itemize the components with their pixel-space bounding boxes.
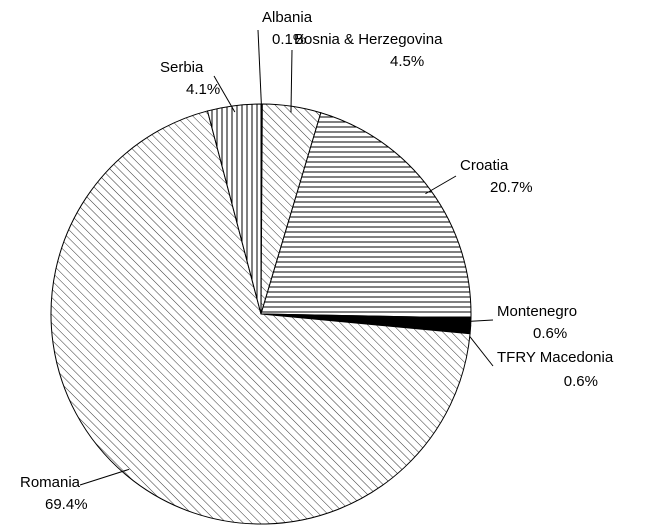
slice-label: Croatia xyxy=(460,157,509,174)
slice-value: 69.4% xyxy=(45,496,88,513)
slice-value: 4.1% xyxy=(186,81,220,98)
pie-slice xyxy=(206,103,262,315)
leader-line xyxy=(257,29,263,111)
slice-label: Albania xyxy=(262,9,313,26)
slice-label: Serbia xyxy=(160,59,204,76)
slice-label: Bosnia & Herzegovina xyxy=(294,31,443,48)
slice-label: TFRY Macedonia xyxy=(497,349,614,366)
leader-line xyxy=(425,175,457,195)
slice-value: 0.6% xyxy=(564,373,598,390)
leader-line xyxy=(79,468,130,486)
leader-line xyxy=(464,319,494,323)
pie-slice xyxy=(50,110,471,525)
slice-value: 4.5% xyxy=(390,53,424,70)
leader-line xyxy=(213,75,236,113)
slice-value: 0.1% xyxy=(272,31,306,48)
pie-slice xyxy=(260,112,472,319)
slice-label: Romania xyxy=(20,474,81,491)
slice-value: 20.7% xyxy=(490,179,533,196)
leader-line xyxy=(290,49,293,113)
slice-value: 0.6% xyxy=(533,325,567,342)
slice-label: Montenegro xyxy=(497,303,577,320)
